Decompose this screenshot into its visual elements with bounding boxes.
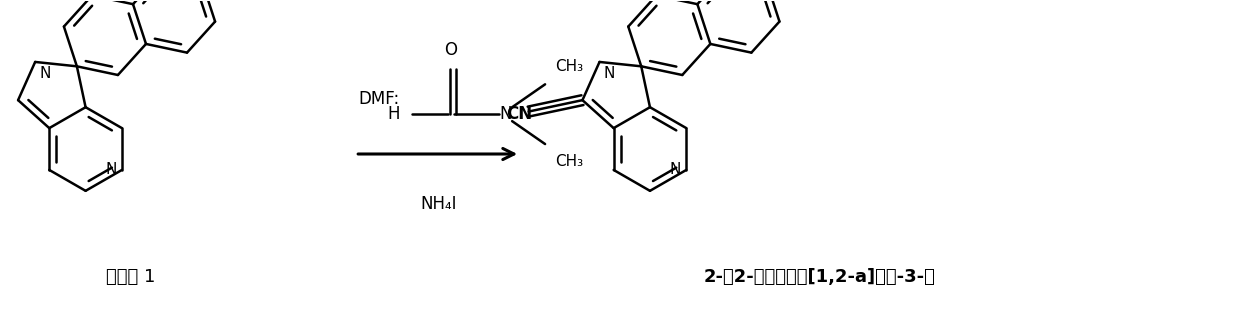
Text: 2-（2-萘基）咪唑[1,2-a]吡啶-3-腈: 2-（2-萘基）咪唑[1,2-a]吡啶-3-腈 [704,269,936,286]
Text: N: N [498,105,511,123]
Text: DMF:: DMF: [358,90,399,108]
Text: N: N [604,66,615,81]
Text: CN: CN [506,104,532,123]
Text: O: O [444,41,456,59]
Text: H: H [388,105,401,123]
Text: 化合物 1: 化合物 1 [105,269,155,286]
Text: NH₄I: NH₄I [420,195,456,213]
Text: N: N [40,66,51,81]
Text: N: N [670,163,681,177]
Text: N: N [105,163,117,177]
Text: CH₃: CH₃ [556,154,583,169]
Text: CH₃: CH₃ [556,59,583,74]
